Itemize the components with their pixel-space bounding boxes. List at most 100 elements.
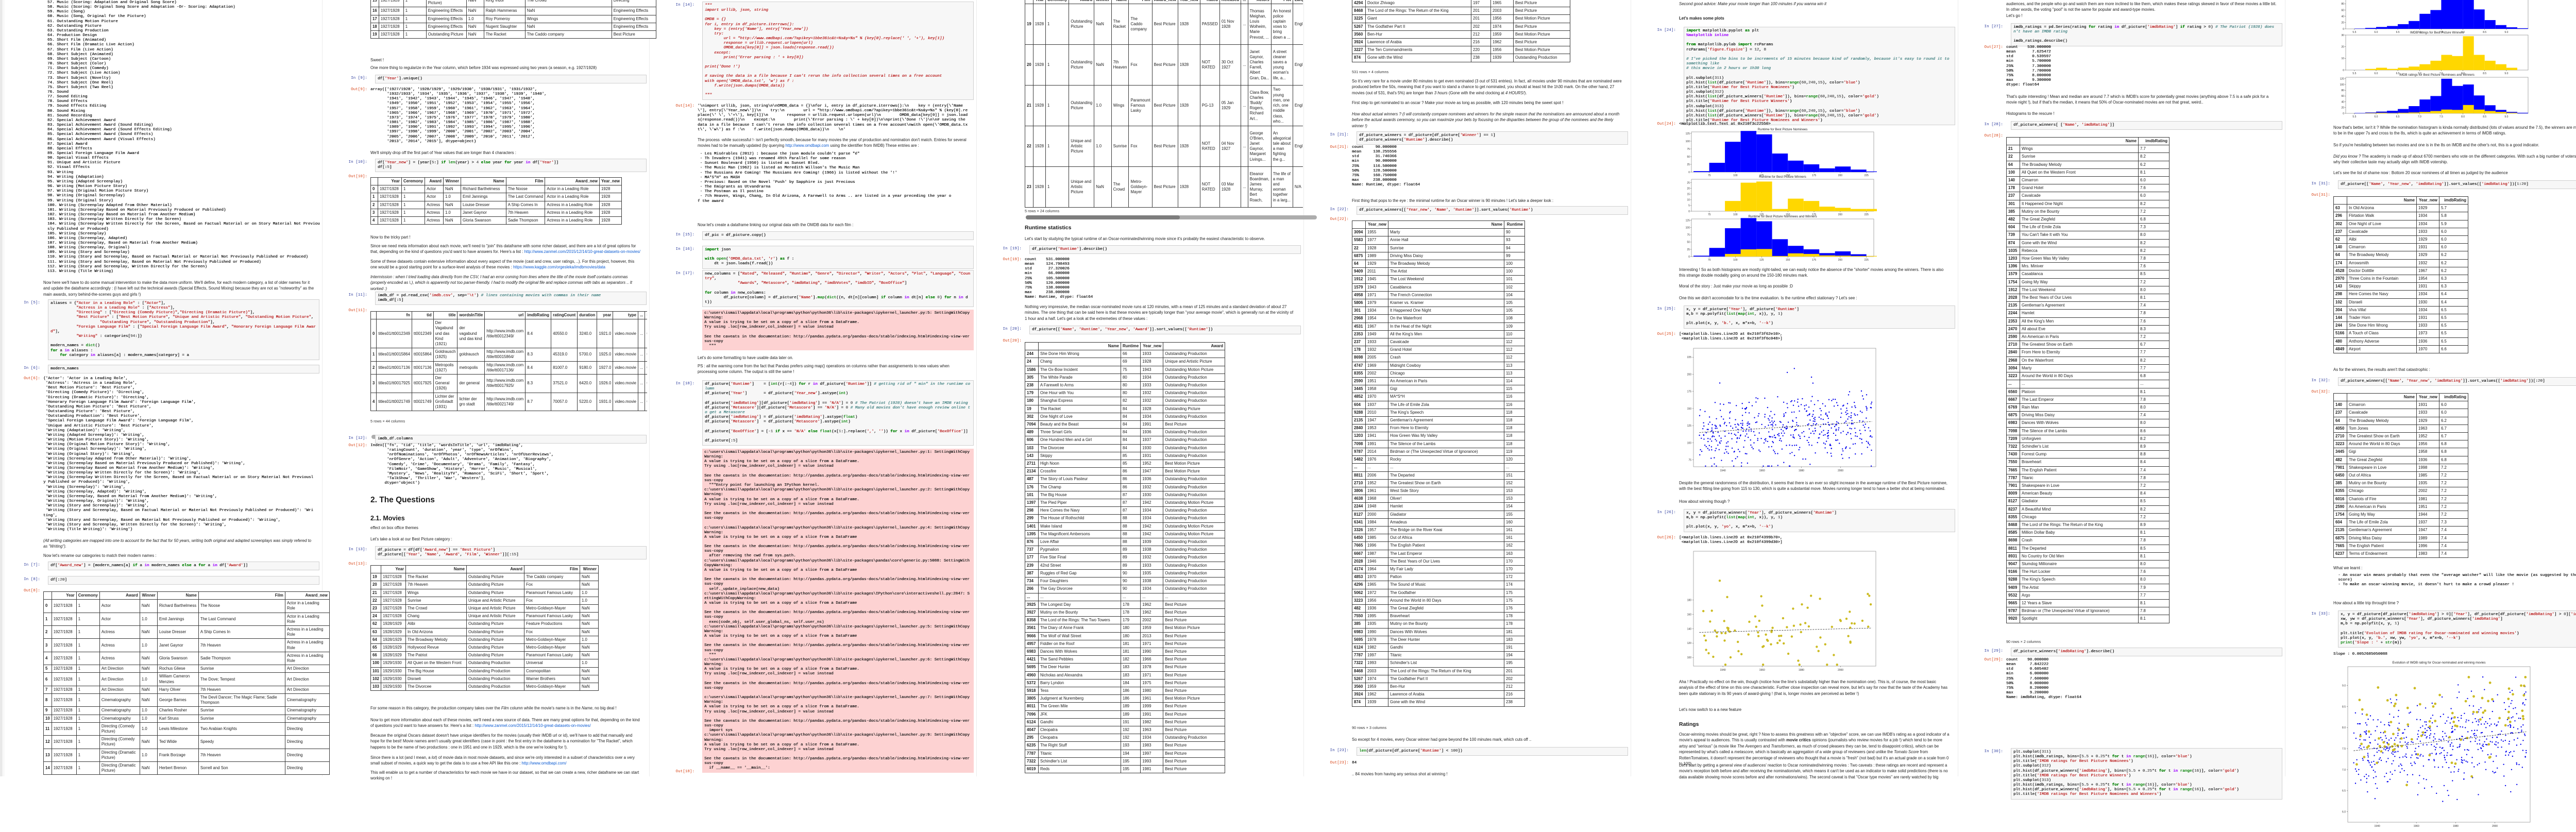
svg-text:100: 100 [1687,656,1692,659]
svg-text:30: 30 [2341,34,2344,37]
svg-text:200: 200 [1838,174,1843,177]
svg-text:7.0: 7.0 [2418,115,2421,118]
svg-text:9.0: 9.0 [2504,72,2508,75]
svg-text:7.5: 7.5 [2342,748,2346,751]
svg-text:1980: 1980 [1799,669,1804,672]
svg-text:20: 20 [2341,107,2344,110]
svg-text:25: 25 [1687,163,1690,166]
svg-text:1960: 1960 [1759,469,1765,472]
svg-text:10: 10 [1687,199,1690,202]
svg-text:80: 80 [2341,3,2344,6]
svg-text:100: 100 [1733,259,1738,262]
svg-text:2000: 2000 [2492,825,2498,828]
svg-text:1940: 1940 [2375,825,2380,828]
svg-text:IMDB ratings for Best Picture: IMDB ratings for Best Picture Winners [2410,31,2464,35]
svg-text:1960: 1960 [1759,669,1765,672]
svg-text:160: 160 [1687,613,1692,616]
svg-text:0: 0 [1688,171,1690,174]
svg-text:200: 200 [1838,213,1843,216]
svg-text:75: 75 [1708,174,1711,177]
svg-text:100: 100 [1686,227,1690,230]
svg-text:120: 120 [1687,642,1692,645]
svg-text:200: 200 [1838,259,1843,262]
svg-text:1940: 1940 [1720,669,1726,672]
svg-text:0: 0 [1688,210,1690,213]
svg-text:8.5: 8.5 [2483,31,2486,34]
svg-text:180: 180 [1687,599,1692,602]
svg-text:40: 40 [2341,15,2344,19]
svg-text:60: 60 [2341,9,2344,12]
svg-text:175: 175 [1812,259,1817,262]
svg-text:8.5: 8.5 [2483,115,2486,118]
svg-text:6.5: 6.5 [2342,790,2346,793]
svg-text:5: 5 [1688,205,1690,208]
svg-text:6.0: 6.0 [2342,810,2346,813]
svg-text:0: 0 [2343,69,2344,72]
svg-text:50: 50 [1687,241,1690,244]
svg-text:7.5: 7.5 [2439,31,2443,34]
svg-text:175: 175 [1812,174,1817,177]
svg-text:75: 75 [1688,459,1691,462]
svg-text:225: 225 [1865,259,1869,262]
svg-text:20: 20 [2341,22,2344,25]
svg-text:100: 100 [1733,213,1738,216]
svg-text:75: 75 [1708,213,1711,216]
svg-text:Runtime for Best Picture Nomin: Runtime for Best Picture Nominees and Wi… [1748,215,1817,218]
svg-text:10: 10 [2341,57,2344,60]
svg-text:8.0: 8.0 [2461,115,2465,118]
svg-text:20: 20 [1687,188,1690,191]
svg-text:2000: 2000 [1838,469,1843,472]
svg-text:150: 150 [1786,174,1790,177]
svg-text:6.5: 6.5 [2396,72,2400,75]
svg-text:25: 25 [1687,181,1690,184]
svg-text:125: 125 [1686,219,1690,223]
svg-text:7.0: 7.0 [2418,72,2421,75]
svg-text:100: 100 [1687,442,1692,445]
svg-text:225: 225 [1865,174,1869,177]
svg-text:7.5: 7.5 [2439,115,2443,118]
svg-text:7.0: 7.0 [2342,769,2346,772]
svg-text:125: 125 [1759,174,1764,177]
svg-text:150: 150 [1786,213,1790,216]
svg-text:150: 150 [1786,259,1790,262]
svg-text:Runtime for Best Picture Winne: Runtime for Best Picture Winners [1759,175,1806,179]
svg-text:5.5: 5.5 [2352,115,2356,118]
svg-text:60: 60 [2341,95,2344,98]
svg-text:25: 25 [1687,248,1690,251]
svg-text:IMDB ratings for Best Picture: IMDB ratings for Best Picture Nominees a… [2399,73,2475,77]
svg-text:125: 125 [1687,425,1692,428]
svg-text:5.5: 5.5 [2352,72,2356,75]
svg-text:1960: 1960 [2414,825,2419,828]
svg-text:1940: 1940 [1720,469,1726,472]
svg-text:8.5: 8.5 [2342,705,2346,708]
svg-text:Runtime for Best Picture Nomin: Runtime for Best Picture Nominees [1758,128,1808,131]
svg-text:6.0: 6.0 [2375,115,2378,118]
svg-text:125: 125 [1686,132,1690,135]
svg-text:1980: 1980 [2453,825,2459,828]
svg-text:6.5: 6.5 [2396,31,2400,34]
svg-text:8.0: 8.0 [2461,31,2465,34]
svg-text:8.0: 8.0 [2342,726,2346,729]
svg-text:7.5: 7.5 [2439,72,2443,75]
svg-text:6.0: 6.0 [2375,31,2378,34]
svg-text:40: 40 [2341,100,2344,104]
svg-text:50: 50 [1687,156,1690,159]
svg-text:225: 225 [1865,213,1869,216]
svg-text:125: 125 [1759,259,1764,262]
svg-text:75: 75 [1708,259,1711,262]
svg-text:100: 100 [1686,140,1690,143]
svg-text:120: 120 [2340,78,2345,81]
svg-text:140: 140 [1687,627,1692,631]
svg-text:0: 0 [2343,112,2344,115]
svg-text:100: 100 [1733,174,1738,177]
svg-text:9.0: 9.0 [2342,685,2346,688]
svg-text:175: 175 [1812,213,1817,216]
svg-text:0: 0 [2343,28,2344,31]
svg-text:0: 0 [1688,256,1690,259]
svg-text:75: 75 [1687,148,1690,151]
svg-text:7.0: 7.0 [2418,31,2421,34]
svg-text:225: 225 [1687,356,1692,359]
svg-text:1980: 1980 [1799,469,1804,472]
svg-text:150: 150 [1687,407,1692,411]
svg-text:75: 75 [1687,234,1690,237]
